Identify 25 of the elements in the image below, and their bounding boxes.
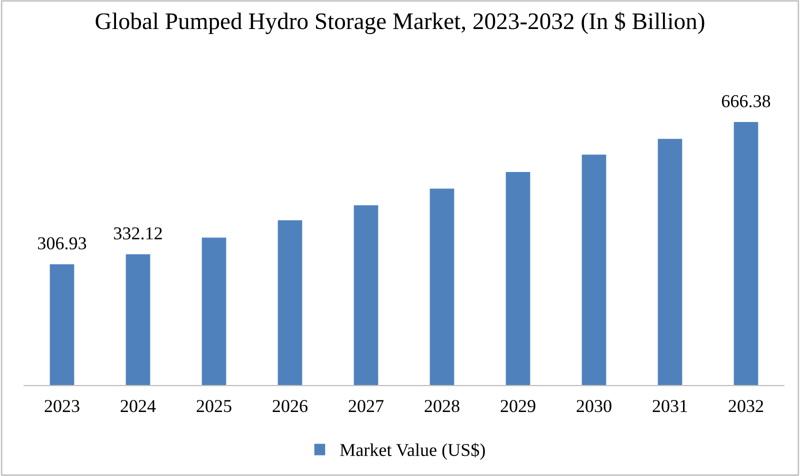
chart-title: Global Pumped Hydro Storage Market, 2023-2032 (In $ Billion)	[96, 12, 704, 34]
data-label: 666.38	[722, 95, 770, 108]
x-tick-label: 2027	[348, 400, 384, 412]
x-tick-label: 2023	[44, 400, 80, 412]
data-label: 306.93	[38, 237, 86, 250]
bar	[202, 238, 226, 386]
data-label: 332.12	[114, 227, 162, 240]
bar	[50, 264, 74, 386]
x-tick-label: 2029	[500, 400, 536, 412]
bar	[658, 138, 682, 386]
bar	[734, 122, 758, 386]
x-tick-label: 2026	[272, 400, 308, 412]
x-tick-label: 2028	[424, 400, 460, 412]
bar	[126, 254, 150, 386]
x-tick-label: 2024	[120, 400, 156, 412]
x-tick-label: 2030	[576, 400, 612, 412]
x-tick-label: 2031	[652, 400, 687, 412]
bar	[354, 205, 378, 386]
bar	[582, 154, 606, 386]
x-tick-label: 2025	[196, 400, 232, 412]
x-tick-label: 2032	[728, 400, 764, 412]
bar	[430, 188, 454, 386]
bar	[506, 172, 530, 386]
bar	[278, 220, 302, 386]
legend-label: Market Value (US$)	[340, 442, 485, 460]
